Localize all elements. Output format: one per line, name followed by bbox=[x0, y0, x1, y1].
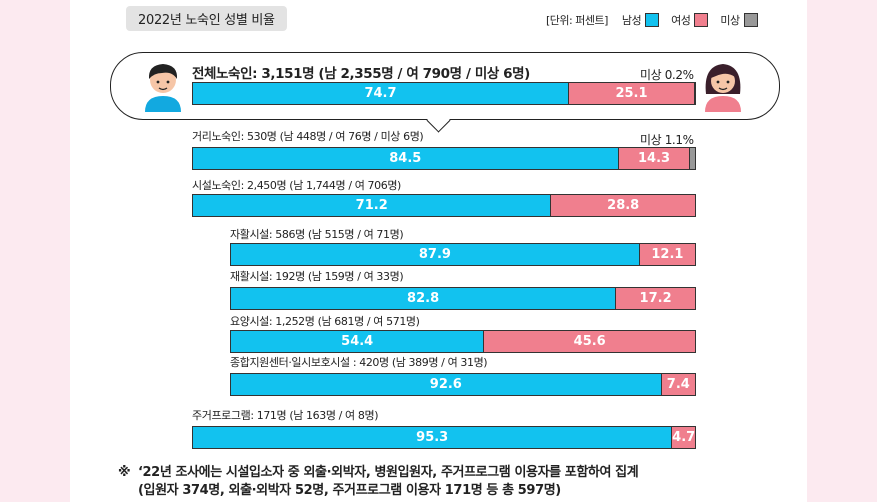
legend-swatch-male bbox=[645, 13, 660, 27]
stacked-bar: 84.5 14.3 bbox=[192, 147, 696, 170]
bar-segment-male: 74.7 bbox=[193, 83, 568, 104]
bar-label: 종합지원센터·일시보호시설 : 420명 (남 389명 / 여 31명) bbox=[230, 356, 488, 369]
bar-label: 자활시설: 586명 (남 515명 / 여 71명) bbox=[230, 228, 404, 241]
boy-avatar-icon bbox=[145, 64, 181, 112]
bar-segment-female: 7.4 bbox=[660, 374, 695, 395]
stacked-bar: 87.9 12.1 bbox=[230, 243, 696, 266]
stacked-bar: 54.4 45.6 bbox=[230, 330, 696, 353]
footnote: ※ ‘22년 조사에는 시설입소자 중 외출·외박자, 병원입원자, 주거프로그… bbox=[118, 464, 639, 500]
right-margin-band bbox=[807, 0, 877, 502]
girl-avatar-icon bbox=[705, 64, 741, 112]
stacked-bar: 74.7 25.1 bbox=[192, 82, 696, 105]
stacked-bar: 95.3 4.7 bbox=[192, 426, 696, 449]
stacked-bar: 92.6 7.4 bbox=[230, 373, 696, 396]
bar-label: 요양시설: 1,252명 (남 681명 / 여 571명) bbox=[230, 315, 420, 328]
footnote-symbol: ※ bbox=[118, 465, 131, 480]
bar-segment-male: 87.9 bbox=[231, 244, 639, 265]
stacked-bar: 71.2 28.8 bbox=[192, 194, 696, 217]
legend: [단위: 퍼센트] 남성 여성 미상 bbox=[546, 12, 770, 28]
bar-segment-male: 71.2 bbox=[193, 195, 551, 216]
bar-segment-male: 95.3 bbox=[193, 427, 672, 448]
legend-label-unknown: 미상 bbox=[720, 14, 740, 27]
footnote-line-1: ‘22년 조사에는 시설입소자 중 외출·외박자, 병원입원자, 주거프로그램 … bbox=[138, 465, 639, 480]
bar-segment-male: 82.8 bbox=[231, 288, 616, 309]
bar-segment-female: 12.1 bbox=[638, 244, 695, 265]
legend-label-female: 여성 bbox=[671, 14, 691, 27]
bar-segment-male: 54.4 bbox=[231, 331, 484, 352]
bar-label: 재활시설: 192명 (남 159명 / 여 33명) bbox=[230, 270, 404, 283]
bar-label: 시설노숙인: 2,450명 (남 1,744명 / 여 706명) bbox=[192, 179, 401, 192]
bar-segment-unknown bbox=[689, 148, 695, 169]
bar-segment-female: 28.8 bbox=[550, 195, 695, 216]
bar-segment-male: 92.6 bbox=[231, 374, 661, 395]
bar-label: 거리노숙인: 530명 (남 448명 / 여 76명 / 미상 6명) bbox=[192, 130, 424, 143]
legend-swatch-female bbox=[694, 13, 709, 27]
bar-segment-male: 84.5 bbox=[193, 148, 618, 169]
bar-segment-female: 4.7 bbox=[671, 427, 695, 448]
legend-swatch-unknown bbox=[743, 13, 758, 27]
unknown-share-label: 미상 0.2% bbox=[640, 68, 694, 82]
unknown-share-label: 미상 1.1% bbox=[640, 133, 694, 147]
left-margin-band bbox=[0, 0, 70, 502]
footnote-line-2: (입원자 374명, 외출·외박자 52명, 주거프로그램 이용자 171명 등… bbox=[138, 483, 561, 498]
legend-unit: [단위: 퍼센트] bbox=[546, 14, 608, 27]
chart-title: 2022년 노숙인 성별 비율 bbox=[126, 6, 287, 31]
bar-segment-female: 25.1 bbox=[567, 83, 694, 104]
stacked-bar: 82.8 17.2 bbox=[230, 287, 696, 310]
bar-segment-female: 14.3 bbox=[617, 148, 690, 169]
bar-label: 전체노숙인: 3,151명 (남 2,355명 / 여 790명 / 미상 6명… bbox=[192, 66, 530, 82]
bar-segment-female: 45.6 bbox=[483, 331, 695, 352]
bar-segment-unknown bbox=[693, 83, 695, 104]
legend-label-male: 남성 bbox=[621, 14, 642, 27]
bar-label: 주거프로그램: 171명 (남 163명 / 여 8명) bbox=[192, 409, 379, 422]
bar-segment-female: 17.2 bbox=[615, 288, 695, 309]
